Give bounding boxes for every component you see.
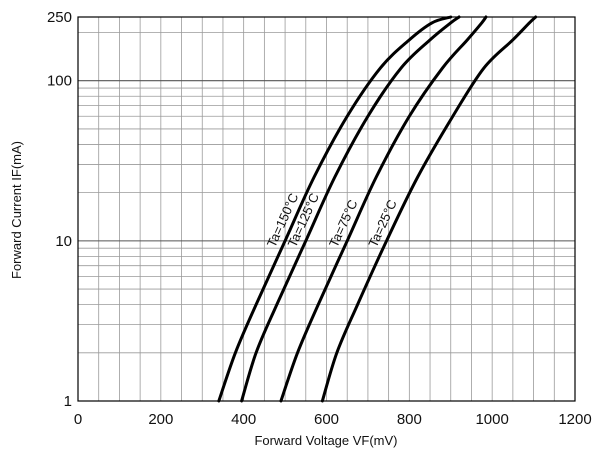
y-axis-title: Forward Current IF(mA)	[9, 141, 24, 279]
y-tick-label: 10	[55, 233, 72, 250]
x-axis-title: Forward Voltage VF(mV)	[254, 433, 397, 448]
series-layer	[217, 15, 538, 403]
grid-layer	[78, 17, 575, 401]
y-tick-label: 250	[47, 9, 72, 26]
y-tick-label: 100	[47, 73, 72, 90]
series-line	[279, 15, 488, 403]
plot-frame	[77, 16, 576, 402]
tick-layer: 0 200 400 600 800 1000 1200 1 10 100 250	[47, 9, 592, 428]
x-tick-label: 400	[231, 411, 256, 428]
series-line	[240, 15, 461, 403]
series-line	[320, 15, 538, 403]
x-tick-label: 1200	[558, 411, 591, 428]
x-tick-label: 200	[148, 411, 173, 428]
x-tick-label: 1000	[475, 411, 508, 428]
series-line	[217, 15, 453, 403]
x-tick-label: 600	[314, 411, 339, 428]
axes-layer	[77, 16, 576, 402]
x-tick-label: 0	[74, 411, 82, 428]
x-tick-label: 800	[397, 411, 422, 428]
y-tick-label: 1	[64, 393, 72, 410]
